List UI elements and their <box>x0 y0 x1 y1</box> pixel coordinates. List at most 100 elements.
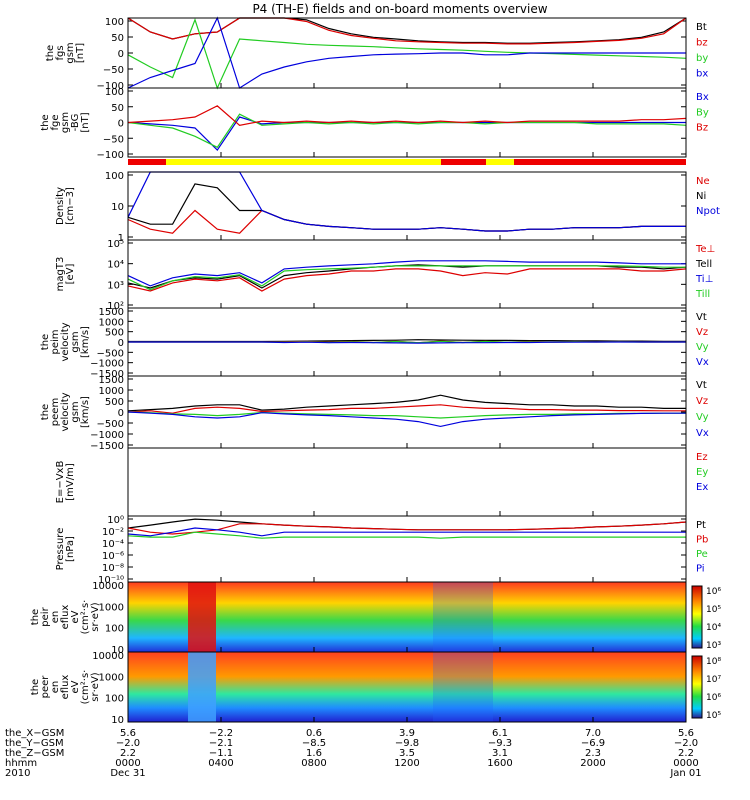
y-axis-label: [eV] <box>65 264 76 285</box>
panel-frame <box>127 447 687 517</box>
x-axis-row-label: 2010 <box>5 768 30 779</box>
legend-label: By <box>696 107 709 118</box>
legend-label: Pe <box>696 549 708 560</box>
y-tick-label: 10⁵ <box>107 239 124 250</box>
series-line <box>127 521 687 535</box>
x-axis-value: −6.9 <box>581 738 605 749</box>
y-axis-label: the <box>40 334 51 350</box>
x-axis-row-label: the_X−GSM <box>5 728 64 739</box>
y-tick-label: 10000 <box>92 581 124 592</box>
y-axis-label: [cm−3] <box>65 187 76 225</box>
colorbar-tick-label: 10⁵ <box>706 605 721 615</box>
y-axis-label: (cm²·s· <box>80 670 91 705</box>
y-tick-label: −500 <box>97 419 124 430</box>
y-axis-label: E=−VxB <box>55 461 66 504</box>
series-line <box>127 268 687 292</box>
series-line <box>127 171 686 232</box>
x-axis-value: 5.6 <box>120 728 136 739</box>
y-axis-label: [km/s] <box>80 396 91 428</box>
x-axis-value: 3.9 <box>399 728 415 739</box>
y-axis-label: gsm <box>65 42 76 63</box>
x-axis-value: Dec 31 <box>110 768 145 779</box>
legend-label: Vy <box>696 412 709 423</box>
colorbar-rect <box>691 585 703 649</box>
x-axis-value: 2000 <box>580 758 605 769</box>
legend-label: Te⊥ <box>695 244 715 255</box>
x-axis-row-label: the_Z−GSM <box>5 748 64 759</box>
y-tick-label: 1000 <box>99 602 124 613</box>
y-tick-label: 1500 <box>99 375 124 386</box>
panel-peer: the peer en eflux eV (cm²·s· sr·eV) 10000 1000 10… <box>30 651 721 726</box>
y-tick-label: 500 <box>105 328 124 339</box>
legend-label: Ne <box>696 176 710 187</box>
y-tick-label: −1000 <box>90 359 124 370</box>
x-axis-value: −2.2 <box>209 728 233 739</box>
status-bar-yellow-2 <box>486 159 514 165</box>
colorbar-tick-label: 10⁷ <box>706 675 721 685</box>
heatmap-band <box>188 582 216 652</box>
y-tick-label: −500 <box>97 348 124 359</box>
series-line <box>127 531 686 539</box>
series-line <box>127 518 687 531</box>
x-axis-value: −9.8 <box>395 738 419 749</box>
colorbar-tick-label: 10⁵ <box>706 711 721 721</box>
x-axis-value: Jan 01 <box>669 768 701 779</box>
series-line <box>127 411 686 428</box>
x-axis-value: 1.6 <box>306 748 322 759</box>
legend-label: Bt <box>696 22 707 33</box>
x-axis-value: −8.5 <box>302 738 326 749</box>
y-tick-label: −1500 <box>90 441 124 452</box>
status-bar-yellow <box>166 159 441 165</box>
chart-title: P4 (TH-E) fields and on-board moments ov… <box>252 2 547 16</box>
y-axis-label: gsm <box>60 112 71 133</box>
colorbar-tick-label: 10⁸ <box>706 657 721 667</box>
legend-label: Ni <box>696 191 706 202</box>
series-line <box>128 341 686 344</box>
series-line <box>127 105 687 126</box>
y-axis-label: the <box>40 114 51 130</box>
status-bar <box>128 159 686 165</box>
y-tick-label: 100 <box>105 17 124 28</box>
y-tick-label: 500 <box>105 397 124 408</box>
x-axis-value: −9.3 <box>488 738 512 749</box>
y-tick-label: 0 <box>118 49 124 60</box>
y-axis-label: sr·eV) <box>90 602 101 631</box>
heatmap-body <box>128 652 686 722</box>
y-axis-label: peem <box>50 398 61 426</box>
x-axis-value: 2.3 <box>585 748 601 759</box>
legend-label: Vz <box>696 396 708 407</box>
y-axis-label: velocity <box>60 322 71 361</box>
legend-label: Pi <box>696 564 705 575</box>
x-axis-table: the_X−GSMthe_Y−GSMthe_Z−GSMhhmm20105.6−2… <box>5 728 702 779</box>
panel-frame <box>127 239 687 309</box>
x-axis-value: 5.6 <box>678 728 694 739</box>
y-axis-label: gsm <box>70 401 81 422</box>
x-axis-value: 1600 <box>487 758 512 769</box>
colorbar-tick-label: 10⁴ <box>706 623 721 633</box>
y-axis-label: [nT] <box>75 43 86 63</box>
y-tick-label: 10³ <box>107 280 124 291</box>
panel-fge: the fge gsm -BG [nT] 100 50 0 −50 −100 Bx By Bz <box>40 87 709 161</box>
x-axis-value: 2.2 <box>678 748 694 759</box>
colorbar-tick-label: 10⁶ <box>706 587 721 597</box>
panel-frame <box>127 515 687 583</box>
legend-label: Ez <box>696 452 708 463</box>
legend-label: Bx <box>696 92 709 103</box>
y-tick-label: −100 <box>97 150 124 161</box>
y-axis-label: fge <box>50 114 61 130</box>
y-axis-label: en <box>50 611 61 624</box>
y-tick-label: 0 <box>118 408 124 419</box>
heatmap-body <box>128 582 686 652</box>
y-axis-label: sr·eV) <box>90 672 101 701</box>
x-axis-value: 2.2 <box>120 748 136 759</box>
panel-density: Density [cm−3] 100 10 1 Ne Ni Npot <box>55 171 720 244</box>
y-tick-label: 10⁻¹⁰ <box>98 575 124 586</box>
x-axis-value: 0000 <box>673 758 698 769</box>
y-tick-label: 0 <box>118 119 124 130</box>
y-axis-label: peer <box>40 675 51 699</box>
y-axis-label: the <box>30 609 41 625</box>
y-tick-label: −1000 <box>90 430 124 441</box>
series-line <box>127 16 686 89</box>
